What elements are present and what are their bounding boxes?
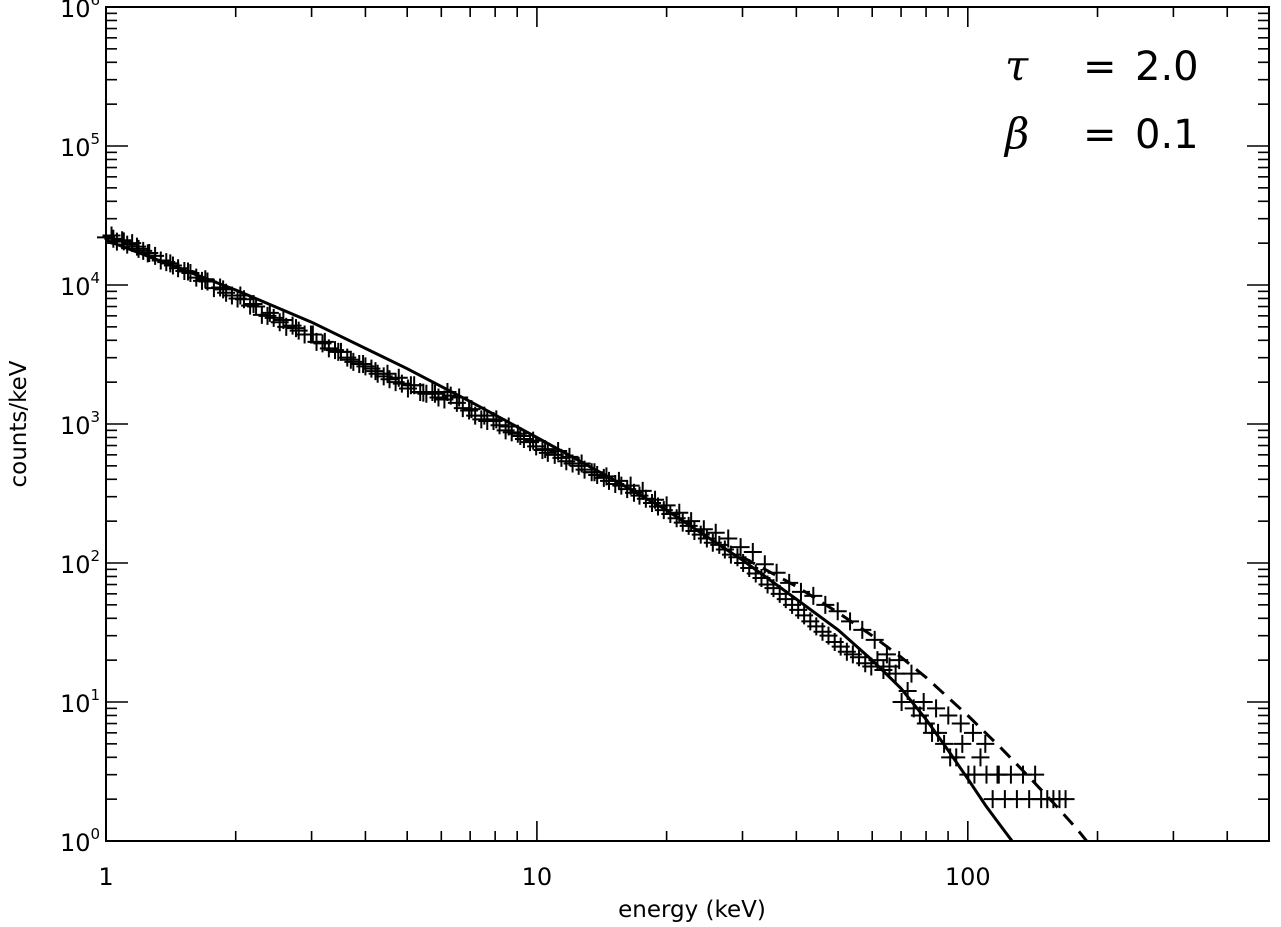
data-point <box>104 229 123 248</box>
data-point <box>976 734 995 753</box>
data-point <box>1056 790 1075 809</box>
data-point <box>927 699 946 718</box>
y-axis-title: counts/keV <box>6 360 32 487</box>
data-point <box>929 723 948 742</box>
y-tick-label: 103 <box>60 408 100 440</box>
data-point <box>341 350 360 369</box>
beta-equals: = <box>1083 112 1117 158</box>
data-point <box>401 376 420 395</box>
x-tick-labels: 1 10 100 <box>98 863 990 891</box>
data-point <box>260 303 279 322</box>
tau-equals: = <box>1083 44 1117 90</box>
data-point <box>378 364 397 383</box>
data-point <box>963 723 982 742</box>
y-tick-label: 100 <box>60 825 100 857</box>
data-point <box>425 384 444 403</box>
y-tick-label: 104 <box>60 269 100 301</box>
data-point <box>274 311 293 330</box>
data-point <box>354 355 373 374</box>
data-point <box>731 538 750 557</box>
data-point <box>939 706 958 725</box>
axis-ticks <box>105 6 1270 842</box>
data-point <box>743 542 762 561</box>
data-point <box>303 325 322 344</box>
tau-symbol: τ <box>1005 41 1029 90</box>
data-point <box>414 383 433 402</box>
beta-value: 0.1 <box>1135 112 1199 158</box>
y-tick-labels: 100 101 102 103 104 105 106 <box>60 0 100 857</box>
data-point <box>1026 765 1045 784</box>
data-point <box>886 664 905 683</box>
x-tick-label: 10 <box>522 863 553 891</box>
y-tick-label: 101 <box>60 686 100 718</box>
model-dashed-line <box>741 555 1089 841</box>
y-tick-label: 106 <box>60 0 100 23</box>
data-point <box>214 280 233 299</box>
beta-symbol: β <box>1003 109 1029 158</box>
tau-value: 2.0 <box>1135 44 1199 90</box>
data-point <box>971 748 990 767</box>
data-point <box>892 693 911 711</box>
data-point <box>951 714 970 733</box>
data-point <box>865 630 884 649</box>
data-point <box>286 319 305 338</box>
data-point <box>719 529 738 548</box>
data-point <box>366 362 385 381</box>
data-point <box>902 664 921 683</box>
x-tick-label: 1 <box>98 863 113 891</box>
y-tick-label: 105 <box>60 130 100 162</box>
data-point <box>988 765 1007 784</box>
y-tick-label: 102 <box>60 547 100 579</box>
data-point <box>706 523 725 542</box>
x-tick-label: 100 <box>945 863 991 891</box>
model-solid-line <box>106 238 1014 841</box>
parameter-annotations: τ = 2.0 β = 0.1 <box>1003 41 1199 158</box>
data-point <box>828 602 847 621</box>
data-point <box>315 332 334 351</box>
series-layer <box>97 226 1089 841</box>
data-point <box>329 342 348 361</box>
data-point <box>389 368 408 387</box>
data-point <box>914 693 933 711</box>
data-point <box>953 734 972 753</box>
x-axis-title: energy (keV) <box>618 897 766 923</box>
